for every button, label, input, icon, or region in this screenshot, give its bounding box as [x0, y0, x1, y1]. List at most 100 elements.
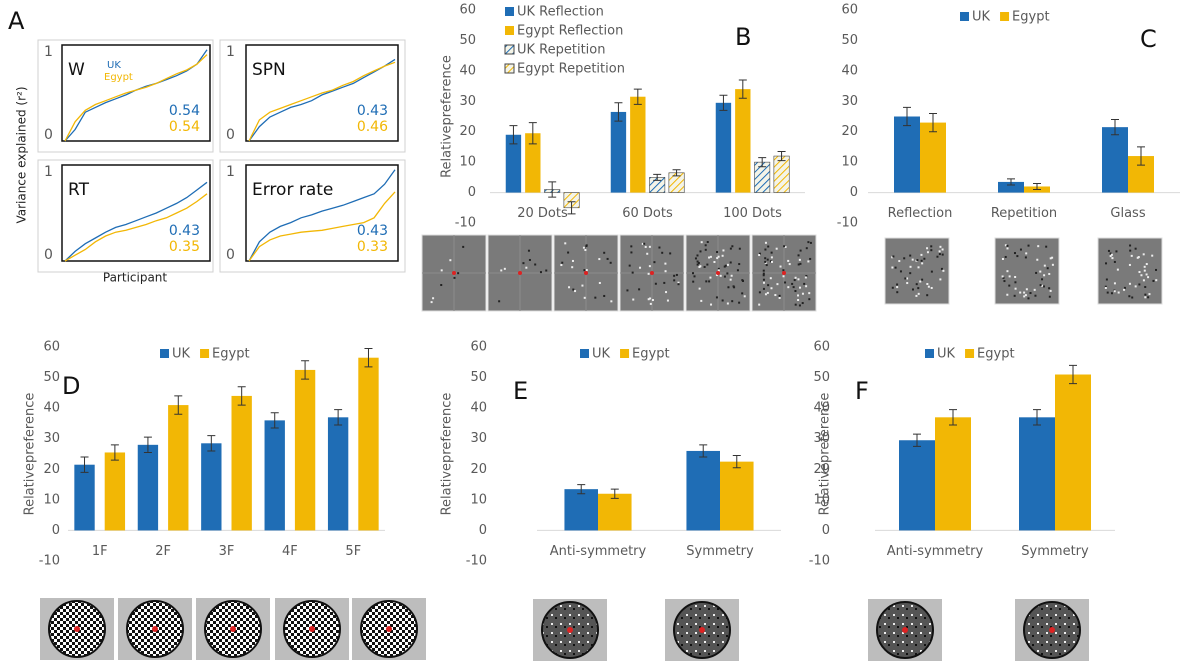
stimulus-dot — [717, 267, 720, 270]
stimulus-dot — [1013, 252, 1016, 255]
stimulus-dot — [804, 276, 807, 279]
stimulus-dot — [764, 241, 767, 244]
stimulus-image — [884, 237, 950, 305]
y-tick-label: 50 — [470, 370, 487, 385]
stimulus-dot — [1006, 293, 1009, 296]
y-tick-label: 40 — [43, 401, 60, 416]
y-tick-label: 20 — [813, 462, 830, 477]
stimulus-dot — [560, 264, 563, 267]
error-bar — [672, 169, 681, 177]
stimulus-dot — [528, 258, 531, 261]
stimulus-dot — [715, 296, 718, 299]
stimulus-dot — [1035, 271, 1038, 274]
stimulus-dot — [574, 290, 577, 293]
fixation-dot — [902, 627, 908, 633]
stimulus-dot — [787, 259, 790, 262]
stimulus-dot — [1134, 247, 1137, 250]
stimulus-dot — [809, 241, 812, 244]
legend-label: UK Reflection — [517, 5, 604, 20]
stimulus-dot — [692, 272, 695, 275]
error-bar — [614, 102, 623, 122]
stimulus-dot — [1129, 244, 1132, 247]
x-tick-label: 4F — [282, 544, 298, 559]
stimulus-dot — [766, 258, 769, 261]
stimulus-dot — [917, 287, 920, 290]
error-bar — [110, 444, 119, 461]
stimulus-dot — [903, 257, 906, 260]
error-bar — [929, 112, 937, 133]
stimulus-dot — [1113, 290, 1116, 293]
y-tick-label: 0 — [468, 185, 476, 200]
x-tick-label: Symmetry — [1021, 544, 1089, 559]
stimulus-dot — [778, 294, 781, 297]
stimulus-dot — [568, 286, 571, 289]
stimulus-dot — [892, 255, 895, 258]
annotation: 0.43 — [169, 223, 200, 239]
error-bar — [270, 412, 279, 429]
stimulus-dot — [677, 283, 680, 286]
stimulus-dot — [638, 288, 641, 291]
fixation-dot — [230, 626, 236, 632]
stimulus-dot — [942, 269, 945, 272]
y-tick-label: 10 — [813, 492, 830, 507]
stimulus-dot — [1136, 256, 1139, 259]
stimulus-dot — [1049, 289, 1052, 292]
y-tick-label: 40 — [813, 401, 830, 416]
stimulus-dot — [729, 247, 732, 250]
stimulus-dot — [698, 287, 701, 290]
legend-label: UK — [592, 347, 611, 362]
stimulus-dot — [673, 279, 676, 282]
stimulus-dot — [673, 274, 676, 277]
fixation-dot — [699, 627, 705, 633]
bar — [899, 440, 935, 531]
stimulus-dot — [706, 263, 709, 266]
stimulus-dot — [899, 270, 902, 273]
error-bar — [567, 201, 576, 215]
stimulus-dot — [741, 292, 744, 295]
stimulus-dot — [644, 245, 647, 248]
stimulus-dot — [564, 242, 567, 245]
stimulus-dot — [716, 257, 719, 260]
stimulus-dot — [1019, 291, 1022, 294]
y-tick-label: 60 — [841, 3, 858, 18]
stimulus-dot — [598, 258, 601, 261]
stimulus-dot — [803, 282, 806, 285]
stimulus-dot — [1014, 276, 1017, 279]
series-line — [248, 191, 396, 262]
stimulus-image — [1097, 237, 1163, 305]
y-tick-label: 50 — [459, 33, 476, 48]
stimulus-dot — [1109, 252, 1112, 255]
stimulus-dot — [1014, 287, 1017, 290]
stimulus-dot — [794, 290, 797, 293]
legend-swatch — [925, 349, 934, 358]
stimulus-dot — [1145, 263, 1148, 266]
stimulus-dot — [782, 275, 785, 278]
error-bar — [237, 386, 246, 406]
stimulus-dot — [630, 251, 633, 254]
x-tick-label: 1F — [92, 544, 108, 559]
stimulus-dot — [1051, 256, 1054, 259]
stimulus-dot — [700, 241, 703, 244]
stimulus-dot — [1043, 274, 1046, 277]
series-line — [64, 54, 208, 142]
stimulus-dot — [567, 251, 570, 254]
stimulus-dot — [658, 246, 661, 249]
stimulus-dot — [700, 299, 703, 302]
error-bar — [653, 173, 662, 181]
stimulus-dot — [1140, 274, 1143, 277]
subplot-title: W — [68, 60, 85, 80]
stimulus-dot — [770, 287, 773, 290]
stimulus-dot — [713, 260, 716, 263]
stimulus-dot — [909, 272, 912, 275]
stimulus-dot — [643, 242, 646, 245]
legend-swatch — [200, 349, 210, 358]
stimulus-dot — [896, 283, 899, 286]
stimulus-dot — [784, 281, 787, 284]
stimulus-dot — [891, 266, 894, 269]
stimulus-dot — [797, 278, 800, 281]
bar — [935, 417, 971, 531]
stimulus-dot — [775, 247, 778, 250]
bar — [998, 181, 1024, 193]
y-tick-label: 30 — [841, 94, 858, 109]
stimulus-dot — [630, 245, 633, 248]
